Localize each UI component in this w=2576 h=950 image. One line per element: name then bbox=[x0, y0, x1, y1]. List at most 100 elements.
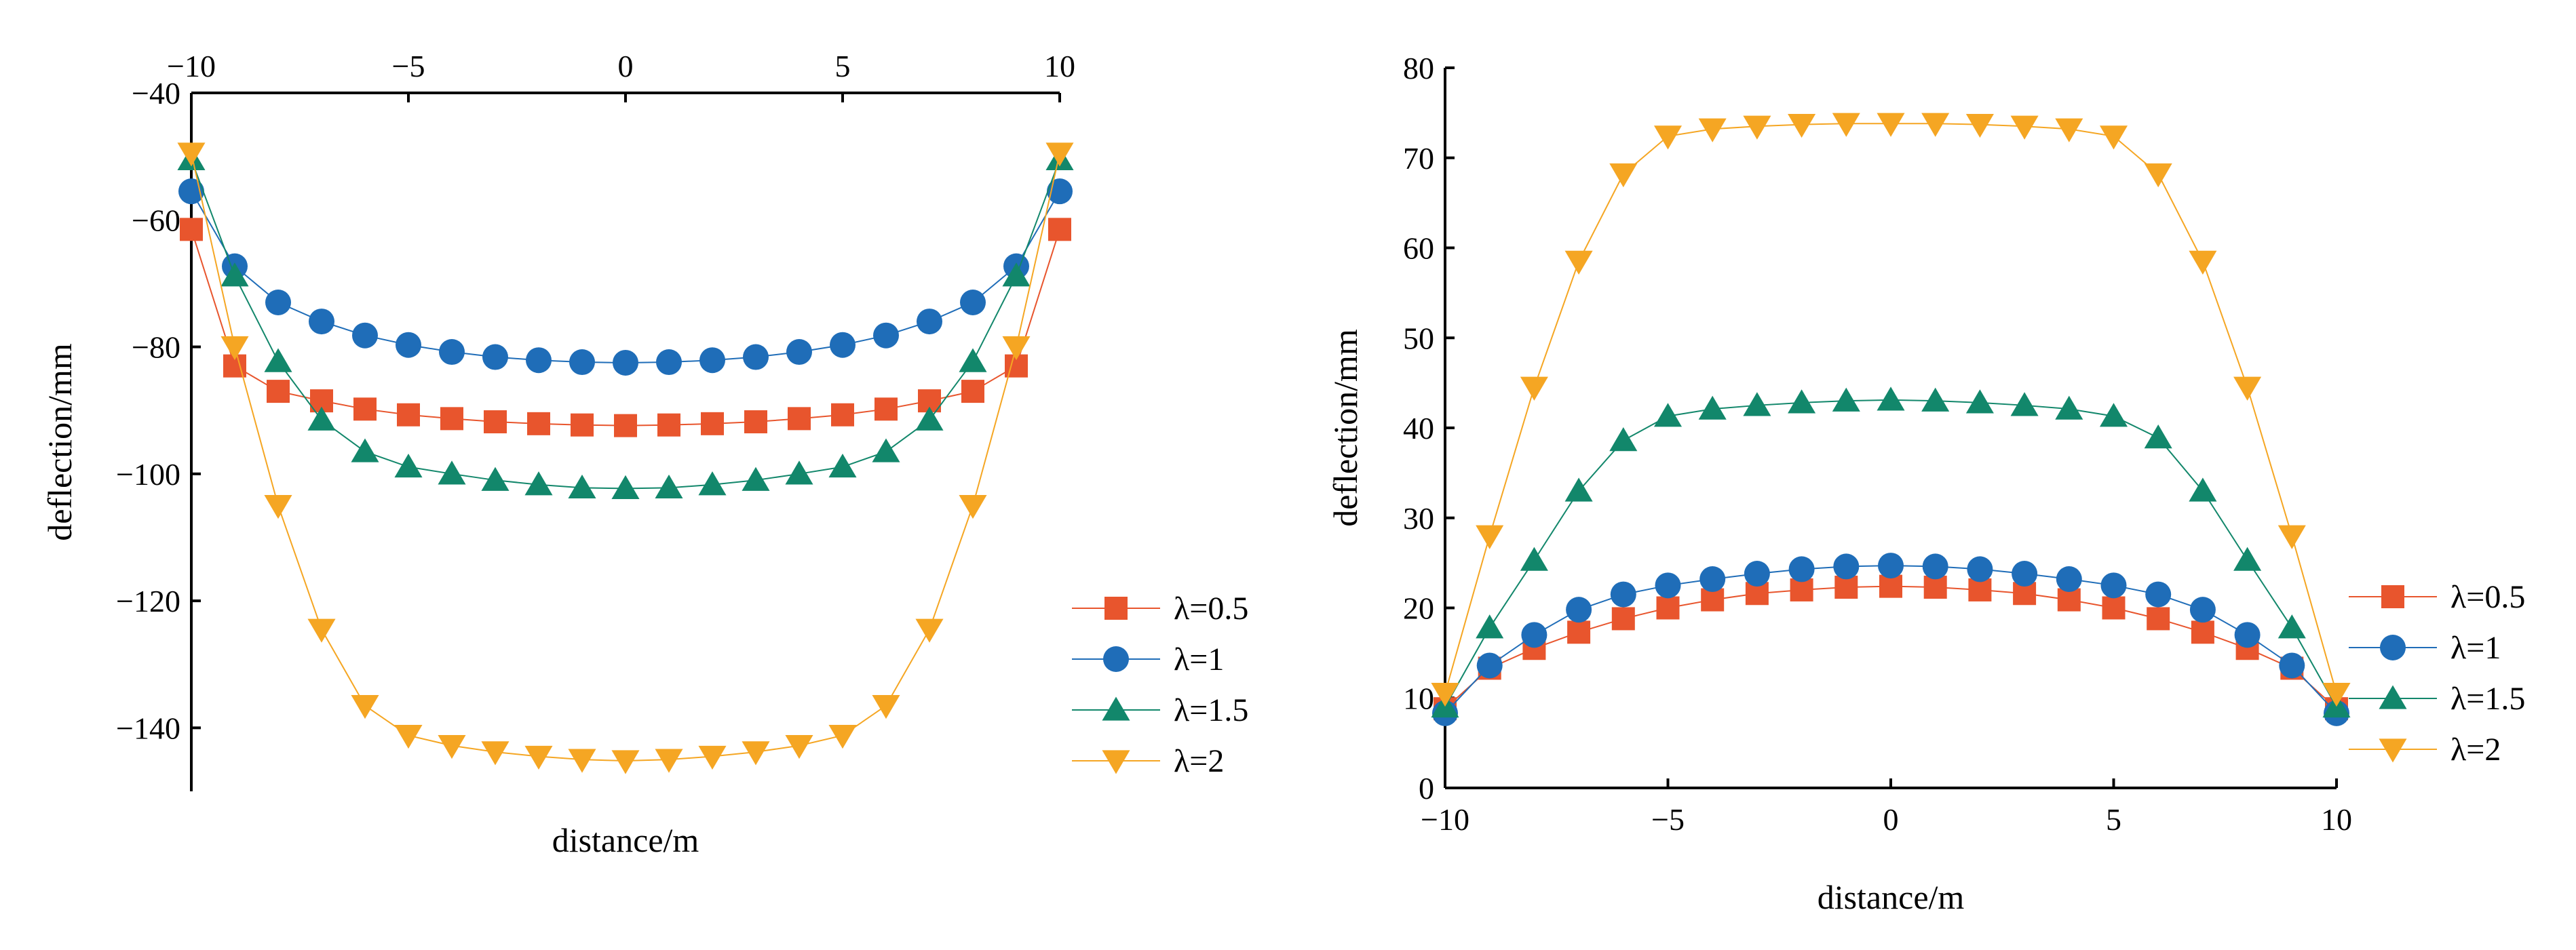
legend-label: λ=1.5 bbox=[2450, 681, 2525, 717]
data-point bbox=[2322, 682, 2351, 707]
data-point bbox=[1520, 376, 1548, 401]
data-point bbox=[568, 474, 596, 499]
data-point bbox=[526, 347, 552, 374]
legend-marker bbox=[2379, 685, 2407, 709]
data-point bbox=[2100, 572, 2127, 599]
x-tick-label: −5 bbox=[392, 49, 425, 83]
data-point bbox=[1877, 113, 1905, 137]
data-point bbox=[785, 734, 813, 759]
data-point bbox=[438, 734, 466, 759]
data-point bbox=[264, 348, 292, 372]
legend-marker bbox=[1102, 750, 1130, 774]
data-point bbox=[1609, 163, 1638, 188]
data-point bbox=[698, 471, 727, 496]
y-tick-label: 50 bbox=[1403, 321, 1434, 355]
data-point bbox=[2233, 547, 2262, 571]
data-point bbox=[873, 322, 899, 349]
data-point bbox=[2010, 115, 2039, 140]
data-point bbox=[568, 749, 596, 773]
data-point bbox=[1968, 578, 1992, 601]
left-deflection-chart: −10 −5 0 5 10 −40 −60 −80 −100 −120 −140 distance/m… bbox=[41, 49, 1248, 859]
data-point bbox=[1653, 125, 1683, 150]
x-tick-label: 5 bbox=[2106, 802, 2121, 837]
y-tick-label: 80 bbox=[1403, 51, 1434, 85]
x-tick-label: 0 bbox=[618, 49, 634, 83]
data-point bbox=[1744, 561, 1770, 587]
data-point bbox=[1699, 566, 1726, 593]
data-point bbox=[309, 309, 334, 335]
data-point bbox=[655, 474, 683, 499]
y-tick-label: 20 bbox=[1403, 591, 1434, 626]
data-point bbox=[396, 332, 421, 358]
data-point bbox=[264, 494, 292, 519]
data-point bbox=[1965, 113, 1994, 138]
x-tick-label: −5 bbox=[1651, 802, 1685, 837]
data-point bbox=[1564, 477, 1593, 502]
data-point bbox=[699, 347, 725, 374]
data-point bbox=[2189, 477, 2217, 502]
data-point bbox=[1833, 553, 1860, 580]
data-point bbox=[1877, 387, 1905, 411]
data-point bbox=[828, 453, 857, 478]
data-point bbox=[484, 410, 507, 434]
data-point bbox=[872, 694, 900, 719]
data-point bbox=[2189, 250, 2217, 275]
data-point bbox=[872, 438, 900, 462]
data-point bbox=[307, 406, 336, 431]
data-point bbox=[657, 413, 680, 437]
y-tick-label: 0 bbox=[1419, 771, 1434, 806]
data-point bbox=[1476, 525, 1504, 549]
data-point bbox=[352, 322, 378, 349]
data-point bbox=[1698, 395, 1727, 420]
data-point bbox=[394, 453, 423, 478]
data-point bbox=[1788, 556, 1815, 582]
data-point bbox=[2233, 376, 2262, 401]
data-point bbox=[786, 339, 812, 365]
data-point bbox=[742, 741, 770, 766]
data-point bbox=[1965, 389, 1994, 414]
data-point bbox=[397, 403, 420, 427]
data-point bbox=[2277, 614, 2306, 639]
data-point bbox=[830, 332, 856, 358]
data-point bbox=[1832, 387, 1860, 412]
y-tick-label: 40 bbox=[1403, 411, 1434, 446]
data-point bbox=[1921, 387, 1950, 412]
legend-item-3: λ=2 bbox=[1072, 743, 1224, 779]
data-point bbox=[655, 749, 683, 773]
data-point bbox=[788, 407, 811, 431]
data-point bbox=[1698, 118, 1727, 142]
data-point bbox=[2191, 620, 2214, 644]
data-point bbox=[915, 406, 944, 431]
data-point bbox=[1002, 262, 1031, 287]
data-point bbox=[524, 745, 553, 770]
data-point bbox=[2099, 125, 2128, 150]
data-point bbox=[353, 397, 377, 421]
data-point bbox=[1788, 113, 1816, 138]
data-point bbox=[1701, 588, 1725, 612]
data-point bbox=[701, 412, 724, 435]
data-point bbox=[267, 380, 290, 403]
data-point bbox=[960, 290, 986, 315]
y-tick-label: 70 bbox=[1403, 141, 1434, 176]
data-point bbox=[1611, 607, 1635, 631]
y-tick-label: −80 bbox=[132, 330, 180, 365]
data-point bbox=[481, 467, 510, 491]
data-point bbox=[1743, 115, 1771, 140]
data-point bbox=[1923, 575, 1947, 599]
data-point bbox=[959, 494, 987, 519]
data-point bbox=[1566, 597, 1592, 623]
data-point bbox=[2144, 163, 2172, 188]
x-tick-label: 10 bbox=[2321, 802, 2352, 837]
data-point bbox=[917, 309, 942, 335]
data-point bbox=[1476, 652, 1503, 679]
data-point bbox=[2057, 588, 2081, 612]
data-point bbox=[828, 724, 857, 749]
legend-label: λ=1 bbox=[2450, 630, 2501, 666]
y-tick-label: −140 bbox=[116, 711, 180, 745]
x-axis-label: distance/m bbox=[1818, 878, 1965, 916]
data-point bbox=[220, 262, 249, 287]
data-point bbox=[177, 142, 206, 167]
legend-item-0: λ=0.5 bbox=[2349, 579, 2525, 615]
data-point bbox=[524, 471, 553, 496]
x-tick-label: 0 bbox=[1883, 802, 1899, 837]
